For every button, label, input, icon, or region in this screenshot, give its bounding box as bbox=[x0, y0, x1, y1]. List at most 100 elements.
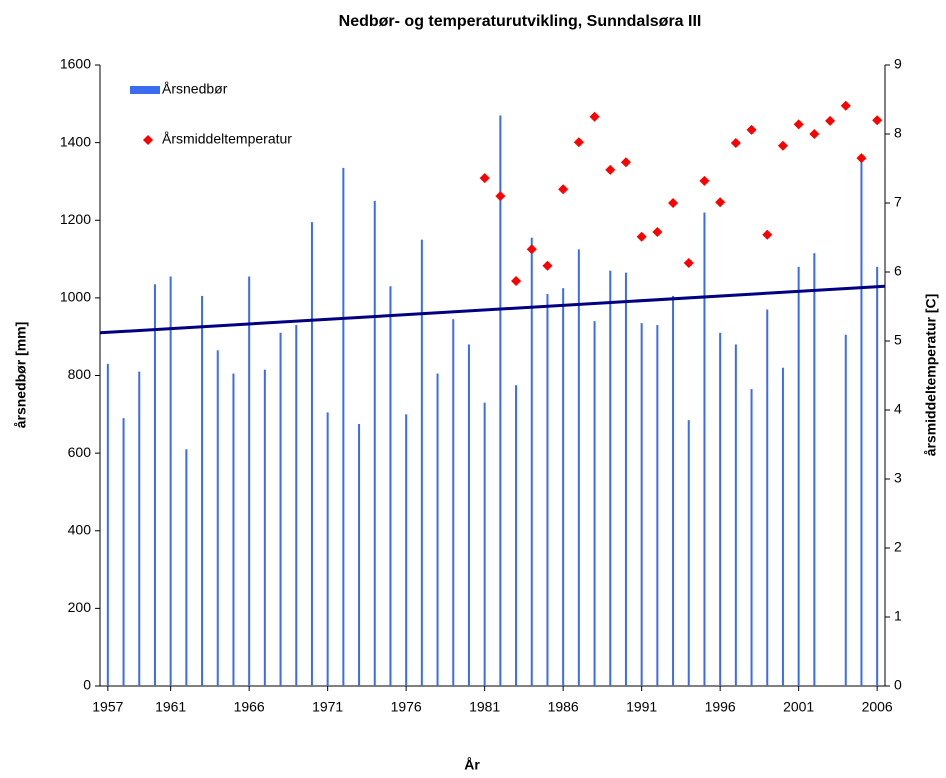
x-tick-label: 1957 bbox=[92, 699, 123, 715]
y2-tick-label: 8 bbox=[894, 125, 902, 141]
temperature-point bbox=[699, 175, 710, 186]
temperature-point bbox=[636, 231, 647, 242]
bar bbox=[342, 167, 345, 686]
legend-swatch bbox=[143, 135, 153, 145]
bar bbox=[263, 369, 266, 686]
temperature-point bbox=[511, 275, 522, 286]
bar bbox=[609, 270, 612, 686]
y2-tick-label: 2 bbox=[894, 539, 902, 555]
bar bbox=[436, 373, 439, 686]
bar bbox=[326, 412, 329, 686]
temperature-point bbox=[589, 111, 600, 122]
bar bbox=[248, 276, 251, 686]
bar bbox=[577, 249, 580, 686]
temperature-point bbox=[495, 191, 506, 202]
y-tick-label: 800 bbox=[68, 366, 92, 382]
bar bbox=[389, 286, 392, 686]
bar bbox=[201, 295, 204, 686]
y-tick-label: 1400 bbox=[60, 133, 91, 149]
temperature-point bbox=[573, 137, 584, 148]
y2-tick-label: 4 bbox=[894, 401, 902, 417]
bar bbox=[420, 239, 423, 686]
bar bbox=[562, 288, 565, 686]
legend-label: Årsmiddeltemperatur bbox=[162, 131, 292, 147]
y-tick-label: 600 bbox=[68, 444, 92, 460]
bar bbox=[452, 319, 455, 686]
y-tick-label: 200 bbox=[68, 599, 92, 615]
chart-title: Nedbør- og temperaturutvikling, Sunndals… bbox=[339, 13, 702, 30]
x-tick-label: 1981 bbox=[469, 699, 500, 715]
bar bbox=[640, 323, 643, 686]
bar bbox=[860, 160, 863, 686]
temperature-point bbox=[479, 173, 490, 184]
temperature-point bbox=[872, 115, 883, 126]
bar bbox=[138, 371, 141, 686]
temperature-point bbox=[730, 137, 741, 148]
y2-tick-label: 3 bbox=[894, 470, 902, 486]
temperature-point bbox=[793, 119, 804, 130]
temperature-point bbox=[558, 184, 569, 195]
x-tick-label: 1966 bbox=[234, 699, 265, 715]
bar bbox=[797, 266, 800, 686]
bar bbox=[373, 200, 376, 686]
bar bbox=[876, 266, 879, 686]
y2-tick-label: 5 bbox=[894, 332, 902, 348]
y-tick-label: 0 bbox=[83, 677, 91, 693]
temperature-point bbox=[809, 129, 820, 139]
temperature-point bbox=[746, 124, 757, 135]
bar bbox=[734, 344, 737, 686]
x-tick-label: 1986 bbox=[548, 699, 579, 715]
bar bbox=[216, 350, 219, 686]
temperature-point bbox=[856, 153, 867, 164]
bar bbox=[546, 293, 549, 686]
y2-tick-label: 1 bbox=[894, 608, 902, 624]
bar bbox=[530, 237, 533, 686]
y2-tick-label: 7 bbox=[894, 194, 902, 210]
bar bbox=[624, 272, 627, 686]
x-tick-label: 1991 bbox=[626, 699, 657, 715]
temperature-point bbox=[652, 226, 663, 237]
temperature-point bbox=[840, 100, 851, 111]
y-tick-label: 1000 bbox=[60, 289, 91, 305]
temperature-point bbox=[683, 258, 694, 269]
temperature-point bbox=[762, 229, 773, 240]
bar bbox=[122, 418, 125, 686]
x-tick-label: 1996 bbox=[705, 699, 736, 715]
bar bbox=[750, 389, 753, 686]
temperature-point bbox=[668, 198, 679, 208]
y2-tick-label: 9 bbox=[894, 56, 902, 72]
temperature-point bbox=[620, 157, 631, 168]
bar bbox=[185, 449, 188, 686]
temperature-point bbox=[526, 244, 537, 255]
bar bbox=[169, 276, 172, 686]
temperature-point bbox=[715, 197, 726, 208]
bar bbox=[781, 367, 784, 686]
bar bbox=[656, 325, 659, 686]
temperature-point bbox=[777, 140, 788, 151]
bar bbox=[106, 363, 109, 686]
y2-tick-label: 0 bbox=[894, 677, 902, 693]
x-tick-label: 2006 bbox=[862, 699, 893, 715]
temperature-point bbox=[605, 164, 616, 175]
bar bbox=[153, 284, 156, 686]
y-tick-label: 1200 bbox=[60, 211, 91, 227]
x-tick-label: 2001 bbox=[783, 699, 814, 715]
bar bbox=[358, 424, 361, 686]
bar bbox=[310, 222, 313, 687]
legend-swatch bbox=[130, 86, 160, 94]
bar bbox=[672, 295, 675, 686]
bar bbox=[844, 334, 847, 686]
bar bbox=[232, 373, 235, 686]
legend-label: Årsnedbør bbox=[162, 81, 228, 97]
bar bbox=[766, 309, 769, 686]
bar bbox=[295, 325, 298, 686]
temperature-point bbox=[825, 115, 836, 126]
bar bbox=[499, 115, 502, 687]
x-tick-label: 1971 bbox=[312, 699, 343, 715]
bar bbox=[515, 385, 518, 686]
x-axis-label: År bbox=[464, 757, 480, 773]
bar bbox=[813, 253, 816, 686]
bar bbox=[687, 420, 690, 686]
